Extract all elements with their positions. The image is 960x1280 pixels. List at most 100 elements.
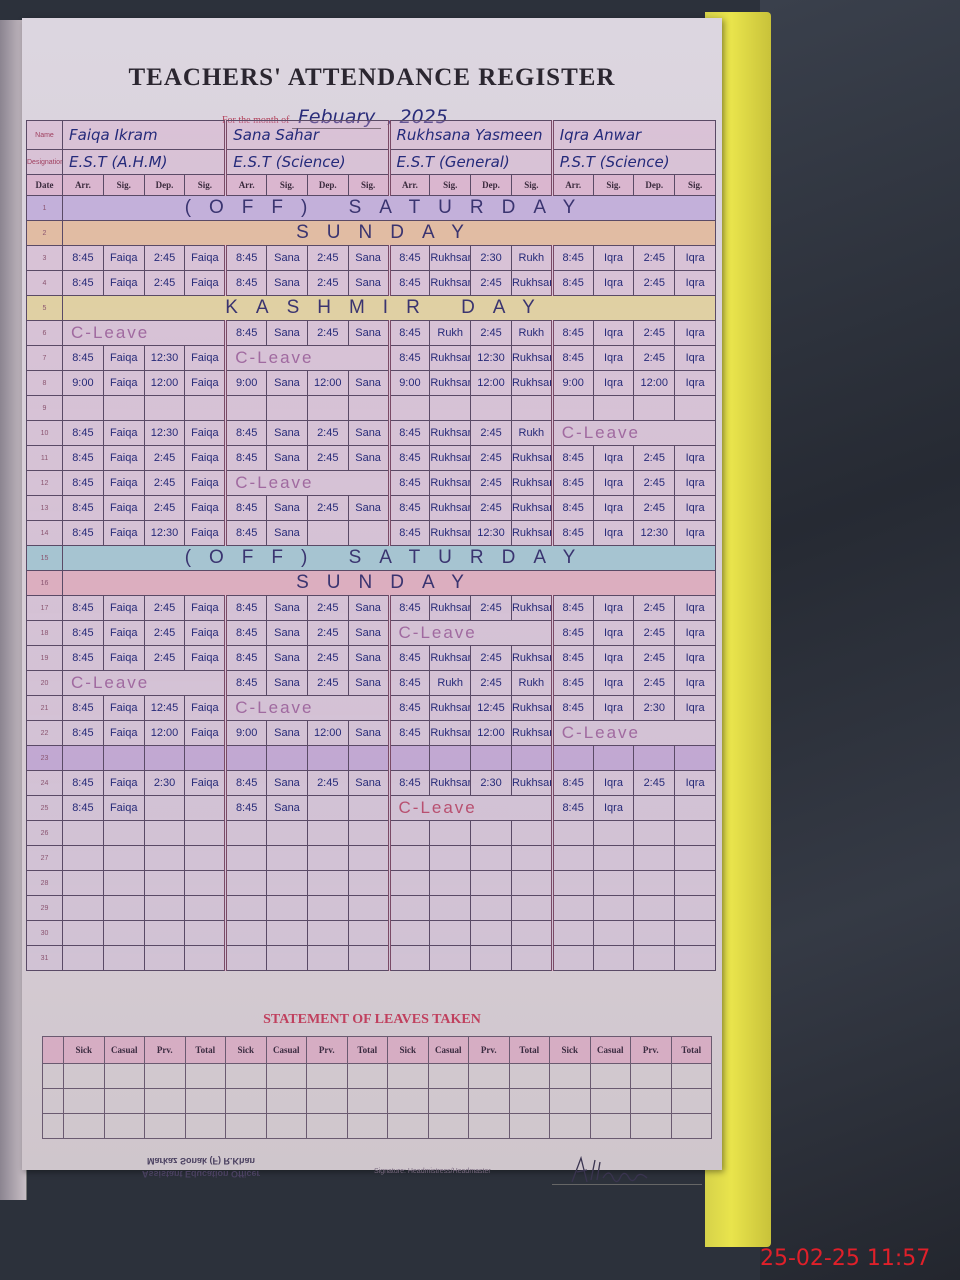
- date-cell: 4: [26, 270, 63, 296]
- signature-cell: Sana: [266, 245, 308, 271]
- empty-cell: [589, 1088, 631, 1114]
- leave-type-header: Casual: [103, 1036, 145, 1064]
- empty-cell: [225, 1063, 267, 1089]
- arrival-cell: 8:45: [62, 420, 104, 446]
- departure-cell: 2:30: [470, 770, 512, 796]
- signature-cell: Sana: [347, 645, 390, 671]
- signature-cell: Sana: [347, 320, 390, 346]
- empty-cell: [470, 845, 512, 871]
- teacher-name: Rukhsana Yasmeen: [387, 120, 553, 150]
- attendance-row: 13 8:45 Faiqa 2:45 Faiqa 8:45 Sana 2:45 Sana 8:45…: [26, 495, 716, 521]
- empty-cell: [224, 845, 268, 871]
- empty-cell: [429, 895, 472, 921]
- signature-cell: Sana: [266, 620, 308, 646]
- departure-cell: 2:45: [470, 445, 512, 471]
- empty-cell: [102, 745, 145, 771]
- empty-cell: [508, 1063, 550, 1089]
- empty-cell: [674, 745, 716, 771]
- signature-cell: Faiqa: [102, 470, 145, 496]
- empty-cell: [266, 895, 308, 921]
- column-header: Dep.: [633, 174, 676, 196]
- arrival-cell: 8:45: [62, 270, 104, 296]
- departure-cell: [306, 520, 349, 546]
- departure-cell: 2:45: [470, 595, 512, 621]
- departure-cell: 2:45: [143, 470, 186, 496]
- departure-cell: 2:45: [306, 270, 349, 296]
- arrival-cell: 8:45: [62, 495, 104, 521]
- signature-cell: Rukh: [429, 670, 472, 696]
- arrival-cell: 8:45: [62, 620, 104, 646]
- empty-cell: [550, 945, 594, 971]
- teacher-name: Faiqa Ikram: [61, 120, 227, 150]
- empty-cell: [62, 820, 104, 846]
- empty-cell: [306, 1113, 348, 1139]
- empty-cell: [143, 395, 186, 421]
- signature-cell: Sana: [266, 270, 308, 296]
- arrival-cell: 8:45: [387, 470, 431, 496]
- empty-cell: [387, 1113, 429, 1139]
- departure-cell: 2:45: [143, 445, 186, 471]
- signature-cell: Sana: [266, 320, 308, 346]
- arrival-cell: 9:00: [62, 370, 104, 396]
- arrival-cell: 8:45: [224, 670, 268, 696]
- attendance-row: 11 8:45 Faiqa 2:45 Faiqa 8:45 Sana 2:45 Sana 8:45…: [26, 445, 716, 471]
- signature-cell: Rukhsana: [429, 645, 472, 671]
- empty-cell: [387, 745, 431, 771]
- departure-cell: 2:45: [470, 670, 512, 696]
- teacher-name: Iqra Anwar: [550, 120, 717, 150]
- empty-cell: [674, 395, 716, 421]
- arrival-cell: 8:45: [550, 595, 594, 621]
- column-header: Sig.: [347, 174, 390, 196]
- empty-cell: [387, 1063, 429, 1089]
- empty-cell: [266, 395, 308, 421]
- signature-cell: Sana: [266, 670, 308, 696]
- leave-type-header: Sick: [63, 1036, 105, 1064]
- date-cell: 16: [26, 570, 63, 596]
- empty-cell: [63, 1063, 105, 1089]
- leave-cell: C-Leave: [61, 670, 227, 696]
- signature-cell: Rukhsana: [429, 345, 472, 371]
- signature-cell: [674, 795, 716, 821]
- empty-cell: [633, 945, 676, 971]
- signature-cell: Faiqa: [184, 520, 227, 546]
- attendance-row: 3 8:45 Faiqa 2:45 Faiqa 8:45 Sana 2:45 Sana 8:45 R…: [26, 245, 716, 271]
- leave-type-header: Total: [508, 1036, 550, 1064]
- arrival-cell: 9:00: [387, 370, 431, 396]
- empty-cell: [346, 1088, 388, 1114]
- signature-cell: Sana: [347, 620, 390, 646]
- departure-cell: 2:45: [633, 445, 676, 471]
- signature-cell: Rukhsana: [429, 770, 472, 796]
- empty-cell: [592, 395, 635, 421]
- departure-cell: 2:45: [470, 495, 512, 521]
- signature-cell: Faiqa: [102, 270, 145, 296]
- departure-cell: 2:45: [143, 620, 186, 646]
- departure-cell: 2:45: [633, 620, 676, 646]
- empty-cell: [347, 395, 390, 421]
- empty-cell: [144, 1113, 186, 1139]
- departure-cell: 2:30: [470, 245, 512, 271]
- leave-type-header: Total: [670, 1036, 712, 1064]
- arrival-cell: 8:45: [387, 245, 431, 271]
- date-cell: 31: [26, 945, 63, 971]
- departure-cell: 2:45: [306, 620, 349, 646]
- empty-cell: [347, 895, 390, 921]
- signature-cell: Sana: [266, 520, 308, 546]
- arrival-cell: 8:45: [387, 495, 431, 521]
- leaves-row: [42, 1113, 712, 1139]
- empty-cell: [470, 745, 512, 771]
- signature-cell: Sana: [266, 720, 308, 746]
- signature-cell: Faiqa: [184, 495, 227, 521]
- date-cell: 20: [26, 670, 63, 696]
- signature-cell: Rukh: [510, 420, 553, 446]
- column-header-row: Date Arr. Sig. Dep. Sig. Arr. Sig. Dep. Sig. Arr.…: [26, 174, 716, 196]
- empty-cell: [102, 920, 145, 946]
- empty-cell: [510, 870, 553, 896]
- empty-cell: [62, 945, 104, 971]
- holiday-note: (OFF) SATURDAY: [62, 195, 716, 221]
- empty-cell: [102, 845, 145, 871]
- empty-cell: [103, 1113, 145, 1139]
- empty-cell: [633, 845, 676, 871]
- signature-cell: Faiqa: [102, 620, 145, 646]
- empty-cell: [184, 945, 227, 971]
- signature-cell: Rukhsana: [429, 495, 472, 521]
